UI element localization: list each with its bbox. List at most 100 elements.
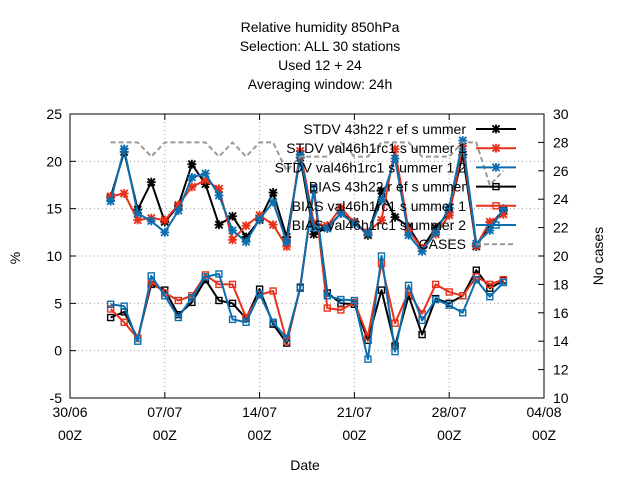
data-point bbox=[336, 203, 346, 213]
data-point bbox=[160, 227, 170, 237]
data-point bbox=[377, 195, 386, 205]
data-point bbox=[269, 318, 277, 326]
x-tick-label: 30/06 bbox=[52, 404, 87, 420]
data-point bbox=[106, 300, 115, 308]
data-point bbox=[458, 150, 468, 160]
x-tick-label: 14/07 bbox=[242, 404, 277, 420]
data-point bbox=[377, 286, 386, 294]
data-point bbox=[133, 209, 143, 218]
data-point bbox=[322, 224, 332, 233]
legend-label: STDV val46h1rc1 s ummer 1 2 bbox=[275, 159, 467, 175]
x-axis-label: Date bbox=[290, 457, 320, 473]
legend-label: STDV val46h1rc1 s ummer 1 bbox=[286, 140, 466, 156]
data-point bbox=[241, 232, 251, 242]
data-point bbox=[120, 302, 128, 310]
data-point bbox=[242, 318, 250, 326]
data-point bbox=[106, 313, 115, 322]
data-point bbox=[498, 204, 508, 214]
y2-tick-label: 26 bbox=[553, 163, 569, 179]
y-tick-label: 0 bbox=[54, 343, 62, 359]
legend-item: STDV val46h1rc1 s ummer 1 2 bbox=[275, 159, 516, 175]
x-tick-label: 00Z bbox=[153, 427, 178, 443]
data-point bbox=[228, 315, 237, 324]
data-point bbox=[492, 221, 500, 229]
data-point bbox=[268, 188, 278, 197]
data-point bbox=[160, 215, 170, 225]
chart-title: Relative humidity 850hPa Selection: ALL 3… bbox=[240, 19, 401, 92]
data-point bbox=[187, 182, 197, 192]
data-point bbox=[282, 334, 291, 343]
data-point bbox=[337, 306, 345, 314]
legend-label: STDV 43h22 r ef s ummer bbox=[303, 121, 466, 137]
x-tick-label: 00Z bbox=[342, 427, 367, 443]
legend-label: BIAS 43h22 r ef s ummer bbox=[309, 179, 467, 195]
legend-item: STDV 43h22 r ef s ummer bbox=[303, 121, 516, 137]
data-point bbox=[241, 221, 251, 231]
data-point bbox=[214, 191, 224, 200]
data-point bbox=[472, 275, 480, 284]
y-tick-label: 25 bbox=[46, 106, 62, 122]
y2-tick-label: 10 bbox=[553, 390, 569, 406]
data-point bbox=[364, 355, 372, 363]
data-point bbox=[201, 169, 210, 179]
data-point bbox=[228, 299, 237, 308]
y2-tick-label: 16 bbox=[553, 305, 569, 321]
legend: STDV 43h22 r ef s ummer STDV val46h1rc1 s… bbox=[275, 121, 516, 252]
data-point bbox=[404, 230, 413, 240]
data-point bbox=[499, 278, 508, 287]
data-point bbox=[187, 159, 197, 169]
data-point bbox=[431, 295, 440, 304]
series-7 bbox=[110, 141, 505, 186]
data-point bbox=[147, 272, 155, 280]
data-point bbox=[146, 216, 156, 226]
data-point bbox=[444, 203, 454, 213]
data-point bbox=[201, 273, 210, 281]
legend-item: BIAS val46h1rc1 s ummer 2 bbox=[292, 217, 516, 233]
y-tick-label: 5 bbox=[54, 295, 62, 311]
data-point bbox=[391, 347, 399, 356]
y-tick-label: 15 bbox=[46, 201, 62, 217]
data-point bbox=[492, 182, 500, 191]
y2-tick-label: 24 bbox=[553, 191, 569, 207]
data-point bbox=[458, 136, 468, 145]
axes: -5 0 5 10 15 20 25 10 12 14 16 18 20 22 24 26 28 30 30/06 0… bbox=[7, 106, 606, 473]
data-point bbox=[255, 290, 264, 298]
data-point bbox=[173, 206, 183, 215]
data-point bbox=[491, 163, 501, 172]
data-point bbox=[119, 189, 129, 198]
data-point bbox=[377, 186, 386, 196]
data-point bbox=[201, 175, 210, 185]
data-point bbox=[228, 235, 237, 245]
data-point bbox=[417, 246, 427, 256]
data-point bbox=[418, 316, 426, 325]
data-point bbox=[134, 337, 142, 345]
y2-tick-label: 14 bbox=[553, 333, 569, 349]
y-tick-label: 20 bbox=[46, 153, 62, 169]
legend-label: BIAS val46h1rc1 s ummer 1 bbox=[292, 198, 467, 214]
legend-item: BIAS val46h1rc1 s ummer 1 bbox=[292, 198, 516, 214]
data-point bbox=[309, 229, 319, 239]
data-point bbox=[390, 154, 400, 163]
data-point bbox=[377, 252, 386, 260]
data-point bbox=[269, 287, 277, 295]
data-point bbox=[431, 227, 441, 237]
data-point bbox=[106, 191, 116, 201]
data-point bbox=[146, 177, 156, 187]
data-point bbox=[491, 124, 501, 134]
legend-label: CASES bbox=[419, 236, 466, 252]
data-point bbox=[173, 200, 183, 210]
data-point bbox=[323, 292, 332, 300]
title-line: Relative humidity 850hPa bbox=[241, 19, 400, 35]
data-point bbox=[492, 202, 500, 210]
data-point bbox=[296, 284, 304, 292]
data-point bbox=[390, 212, 400, 222]
data-point bbox=[431, 280, 440, 289]
data-point bbox=[174, 313, 183, 322]
y2-axis-label: No cases bbox=[590, 227, 606, 285]
x-tick-label: 00Z bbox=[58, 427, 83, 443]
x-tick-label: 00Z bbox=[532, 427, 557, 443]
grid bbox=[70, 114, 544, 398]
data-point bbox=[459, 309, 467, 317]
data-point bbox=[268, 220, 278, 230]
